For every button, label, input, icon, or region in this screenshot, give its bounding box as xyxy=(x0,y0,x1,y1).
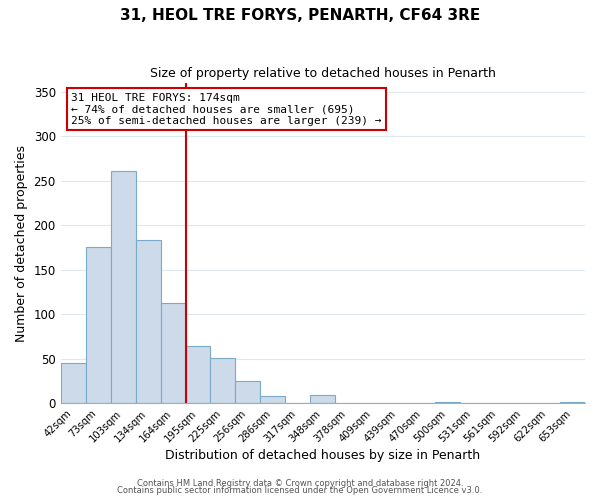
Bar xyxy=(260,396,286,404)
Bar xyxy=(310,396,335,404)
Bar xyxy=(61,364,86,404)
Bar xyxy=(161,303,185,404)
X-axis label: Distribution of detached houses by size in Penarth: Distribution of detached houses by size … xyxy=(165,450,481,462)
Y-axis label: Number of detached properties: Number of detached properties xyxy=(15,145,28,342)
Bar xyxy=(110,171,136,404)
Text: 31 HEOL TRE FORYS: 174sqm
← 74% of detached houses are smaller (695)
25% of semi: 31 HEOL TRE FORYS: 174sqm ← 74% of detac… xyxy=(71,92,382,126)
Bar xyxy=(136,240,161,404)
Text: Contains public sector information licensed under the Open Government Licence v3: Contains public sector information licen… xyxy=(118,486,482,495)
Bar xyxy=(211,358,235,404)
Bar xyxy=(235,381,260,404)
Title: Size of property relative to detached houses in Penarth: Size of property relative to detached ho… xyxy=(150,68,496,80)
Text: 31, HEOL TRE FORYS, PENARTH, CF64 3RE: 31, HEOL TRE FORYS, PENARTH, CF64 3RE xyxy=(120,8,480,22)
Bar xyxy=(560,402,585,404)
Bar xyxy=(86,247,110,404)
Text: Contains HM Land Registry data © Crown copyright and database right 2024.: Contains HM Land Registry data © Crown c… xyxy=(137,478,463,488)
Bar xyxy=(185,346,211,404)
Bar xyxy=(435,402,460,404)
